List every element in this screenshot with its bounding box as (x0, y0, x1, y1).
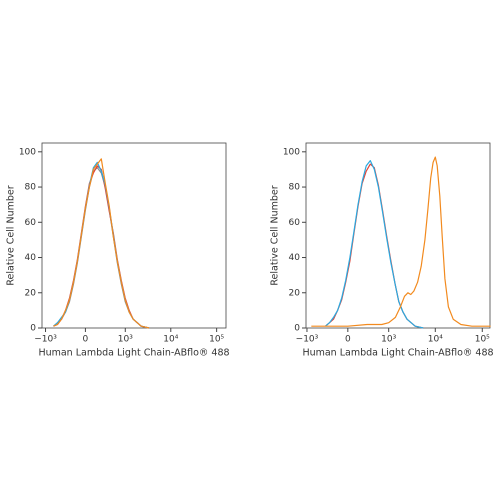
histogram-line (325, 160, 424, 329)
x-axis-title: Human Lambda Light Chain-ABflo® 488 (38, 348, 229, 359)
y-axis-title: Relative Cell Number (270, 185, 281, 285)
x-axis-title: Human Lambda Light Chain-ABflo® 488 (302, 348, 493, 359)
x-tick-label: 10³ (118, 335, 133, 345)
y-axis-title: Relative Cell Number (6, 185, 17, 285)
y-tick-label: 20 (25, 288, 37, 298)
x-tick-label: 10⁵ (475, 335, 490, 345)
y-tick-label: 80 (289, 183, 301, 193)
x-tick-label: 10³ (381, 335, 396, 345)
y-tick-label: 0 (294, 324, 300, 334)
x-tick-label: 0 (345, 335, 351, 345)
y-tick-label: 40 (289, 253, 301, 263)
x-tick-label: −10³ (296, 335, 319, 345)
y-tick-label: 100 (19, 147, 36, 157)
y-tick-label: 100 (283, 147, 300, 157)
histogram-line (53, 158, 150, 329)
x-tick-label: 10⁴ (163, 335, 178, 345)
y-tick-label: 60 (289, 218, 301, 228)
y-tick-label: 80 (25, 183, 37, 193)
x-tick-label: 10⁴ (428, 335, 443, 345)
y-tick-label: 60 (25, 218, 37, 228)
plot-frame (305, 142, 491, 329)
y-tick-label: 40 (25, 253, 37, 263)
histogram-line (311, 156, 491, 327)
x-tick-label: −10³ (34, 335, 57, 345)
y-tick-label: 0 (30, 324, 36, 334)
y-tick-label: 20 (289, 288, 301, 298)
x-tick-label: 0 (83, 335, 89, 345)
x-tick-label: 10⁵ (209, 335, 224, 345)
plot-frame (41, 142, 227, 329)
